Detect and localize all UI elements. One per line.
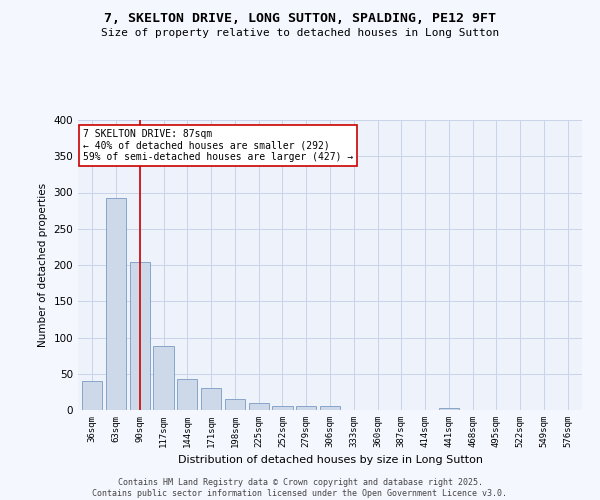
Bar [248,404,269,410]
Bar [201,388,221,410]
Bar [130,262,150,410]
Text: 7 SKELTON DRIVE: 87sqm
← 40% of detached houses are smaller (292)
59% of semi-de: 7 SKELTON DRIVE: 87sqm ← 40% of detached… [83,128,353,162]
Bar [82,381,103,410]
Bar [320,406,340,410]
Text: Contains HM Land Registry data © Crown copyright and database right 2025.
Contai: Contains HM Land Registry data © Crown c… [92,478,508,498]
Bar [272,406,293,410]
Bar [177,379,197,410]
Bar [154,346,173,410]
Text: Size of property relative to detached houses in Long Sutton: Size of property relative to detached ho… [101,28,499,38]
Text: 7, SKELTON DRIVE, LONG SUTTON, SPALDING, PE12 9FT: 7, SKELTON DRIVE, LONG SUTTON, SPALDING,… [104,12,496,26]
Bar [225,399,245,410]
Bar [296,406,316,410]
X-axis label: Distribution of detached houses by size in Long Sutton: Distribution of detached houses by size … [178,456,482,466]
Y-axis label: Number of detached properties: Number of detached properties [38,183,48,347]
Bar [106,198,126,410]
Bar [439,408,459,410]
